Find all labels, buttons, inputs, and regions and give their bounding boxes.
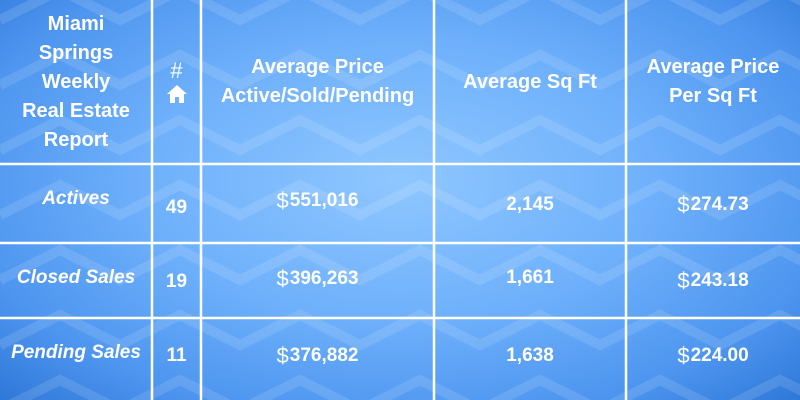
currency-symbol: $	[276, 188, 289, 213]
row-label-pending-sales: Pending Sales	[11, 342, 141, 363]
header-line: Average Price	[251, 56, 384, 78]
report-title-line: Report	[43, 128, 109, 151]
currency-symbol: $	[276, 266, 289, 291]
header-line: Per Sq Ft	[669, 85, 757, 107]
price-value: 243.18	[690, 269, 749, 291]
currency-symbol: $	[677, 191, 690, 217]
closed-sales-price-per-sqft: $243.18	[626, 243, 800, 318]
currency-symbol: $	[677, 343, 690, 368]
price-value: 551,016	[289, 190, 359, 211]
avg-sqft-column-header: Average Sq Ft	[434, 0, 626, 164]
row-label-closed-sales: Closed Sales	[16, 267, 136, 288]
report-title-line: Miami	[47, 12, 105, 35]
avg-price-column-header: Average Price Active/Sold/Pending	[201, 0, 434, 164]
actives-avg-price: $551,016	[201, 164, 434, 238]
report-title-line: Springs	[38, 41, 114, 64]
closed-sales-count: 19	[165, 271, 188, 292]
report-title-line: Weekly	[41, 70, 111, 93]
count-column-header: #	[152, 0, 201, 164]
price-per-sqft-column-header: Average Price Per Sq Ft	[626, 0, 800, 164]
price-value: 224.00	[690, 345, 749, 366]
row-label-actives: Actives	[42, 188, 110, 209]
house-icon	[166, 85, 187, 103]
currency-symbol: $	[276, 343, 289, 368]
price-value: 396,263	[289, 268, 359, 289]
closed-sales-avg-price: $396,263	[201, 243, 434, 315]
closed-sales-avg-sqft: 1,661	[506, 267, 554, 288]
price-value: 274.73	[690, 193, 749, 215]
price-value: 376,882	[289, 345, 359, 366]
actives-price-per-sqft: $274.73	[626, 166, 800, 243]
header-line: Average Price	[646, 56, 780, 78]
pending-sales-price-per-sqft: $224.00	[626, 318, 800, 394]
hash-symbol: #	[170, 58, 183, 83]
header-line: Active/Sold/Pending	[220, 85, 415, 107]
report-title-line: Real Estate	[22, 99, 130, 122]
header-line: Average Sq Ft	[463, 70, 597, 93]
report-title: Miami Springs Weekly Real Estate Report	[0, 0, 152, 164]
actives-count: 49	[165, 196, 188, 218]
currency-symbol: $	[677, 267, 690, 293]
pending-sales-avg-sqft: 1,638	[506, 345, 554, 366]
pending-sales-count: 11	[166, 345, 187, 366]
pending-sales-avg-price: $376,882	[201, 318, 434, 394]
actives-avg-sqft: 2,145	[506, 193, 554, 215]
